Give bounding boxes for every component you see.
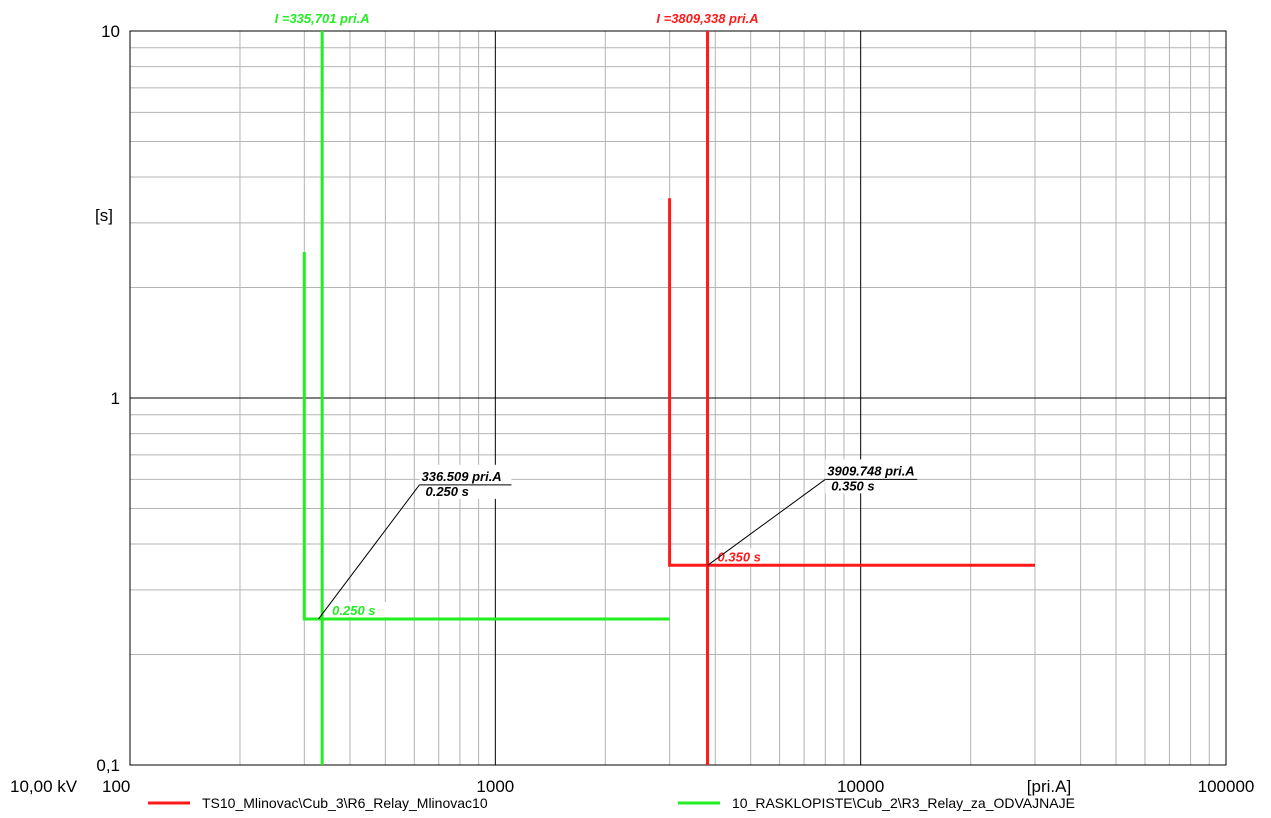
time-label-bg bbox=[715, 548, 774, 564]
legend-label: 10_RASKLOPISTE\Cub_2\R3_Relay_za_ODVAJNA… bbox=[732, 795, 1075, 811]
x-tick-label: 100 bbox=[102, 777, 130, 796]
series-time-label: 0.350 s bbox=[718, 549, 761, 564]
series-curve bbox=[668, 198, 1035, 567]
plot-frame bbox=[129, 30, 1227, 766]
annotation-current: 3909.748 pri.A bbox=[827, 463, 914, 478]
legend: TS10_Mlinovac\Cub_3\R6_Relay_Mlinovac10 1… bbox=[148, 795, 1075, 811]
grid bbox=[129, 30, 1227, 766]
current-marker-label: I =335,701 pri.A bbox=[275, 11, 370, 26]
y-tick-label: 1 bbox=[111, 389, 120, 408]
y-axis-label: [s] bbox=[95, 206, 113, 225]
legend-label: TS10_Mlinovac\Cub_3\R6_Relay_Mlinovac10 bbox=[202, 795, 488, 811]
series-time-label: 0.250 s bbox=[332, 603, 375, 618]
annotation-leader bbox=[318, 484, 420, 620]
y-tick-label: 0,1 bbox=[96, 756, 120, 775]
y-tick-label: 10 bbox=[101, 22, 120, 41]
time-label-bg bbox=[330, 601, 389, 617]
current-marker-label: I =3809,338 pri.A bbox=[656, 11, 758, 26]
annotation-leader bbox=[707, 479, 826, 566]
series-layer: I =3809,338 pri.A 0.350 s I =335,701 pri.A… bbox=[275, 11, 1035, 765]
annotation-box bbox=[419, 464, 512, 499]
annotation-time: 0.250 s bbox=[425, 484, 468, 499]
annotation-current: 336.509 pri.A bbox=[421, 469, 501, 484]
tick-layer: 100 1000 10000 100000 0,1 1 10 10,00 kV [pri.A] [… bbox=[10, 22, 1254, 796]
annotation-box bbox=[825, 459, 918, 494]
x-axis-label: [pri.A] bbox=[1027, 777, 1071, 796]
x-tick-label: 100000 bbox=[1198, 777, 1255, 796]
x-tick-label: 10000 bbox=[837, 777, 884, 796]
plot-border bbox=[129, 30, 1227, 766]
x-tick-label: 1000 bbox=[476, 777, 514, 796]
annotation-time: 0.350 s bbox=[831, 478, 874, 493]
voltage-label: 10,00 kV bbox=[10, 777, 78, 796]
series-curve bbox=[302, 252, 670, 621]
